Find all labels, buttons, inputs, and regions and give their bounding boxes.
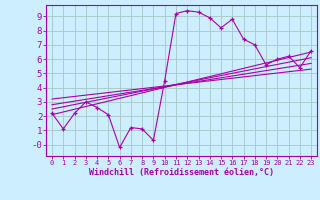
X-axis label: Windchill (Refroidissement éolien,°C): Windchill (Refroidissement éolien,°C) xyxy=(89,168,274,177)
